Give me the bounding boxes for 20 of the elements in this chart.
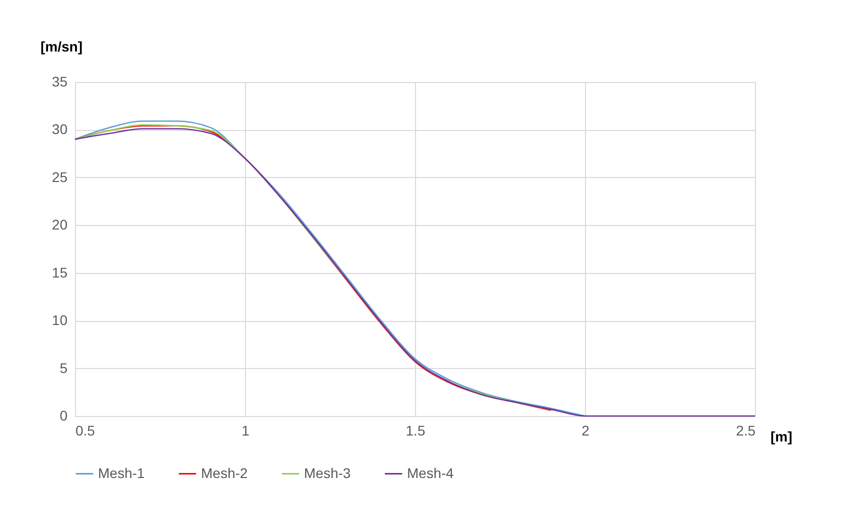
y-tick-label: 30 — [52, 121, 68, 138]
x-axis-title: [m] — [770, 428, 792, 444]
y-tick-label: 0 — [60, 408, 68, 424]
legend-label: Mesh-3 — [304, 464, 351, 481]
y-tick-label: 10 — [52, 312, 68, 328]
legend-label: Mesh-4 — [407, 464, 454, 481]
y-tick-label: 15 — [52, 264, 68, 280]
x-tick-label: 1.5 — [406, 422, 426, 438]
y-tick-label: 5 — [60, 360, 68, 376]
y-axis-title: [m/sn] — [40, 38, 82, 54]
y-tick-label: 20 — [52, 216, 68, 233]
x-tick-label: 1 — [242, 422, 250, 438]
x-tick-label: 0.5 — [76, 422, 96, 438]
x-tick-label: 2.5 — [736, 422, 756, 438]
y-tick-label: 25 — [52, 168, 68, 185]
x-tick-label: 2 — [582, 422, 590, 438]
legend-label: Mesh-1 — [98, 464, 145, 481]
line-series — [74, 128, 756, 417]
legend-label: Mesh-2 — [201, 464, 248, 481]
y-tick-label: 35 — [52, 74, 68, 90]
